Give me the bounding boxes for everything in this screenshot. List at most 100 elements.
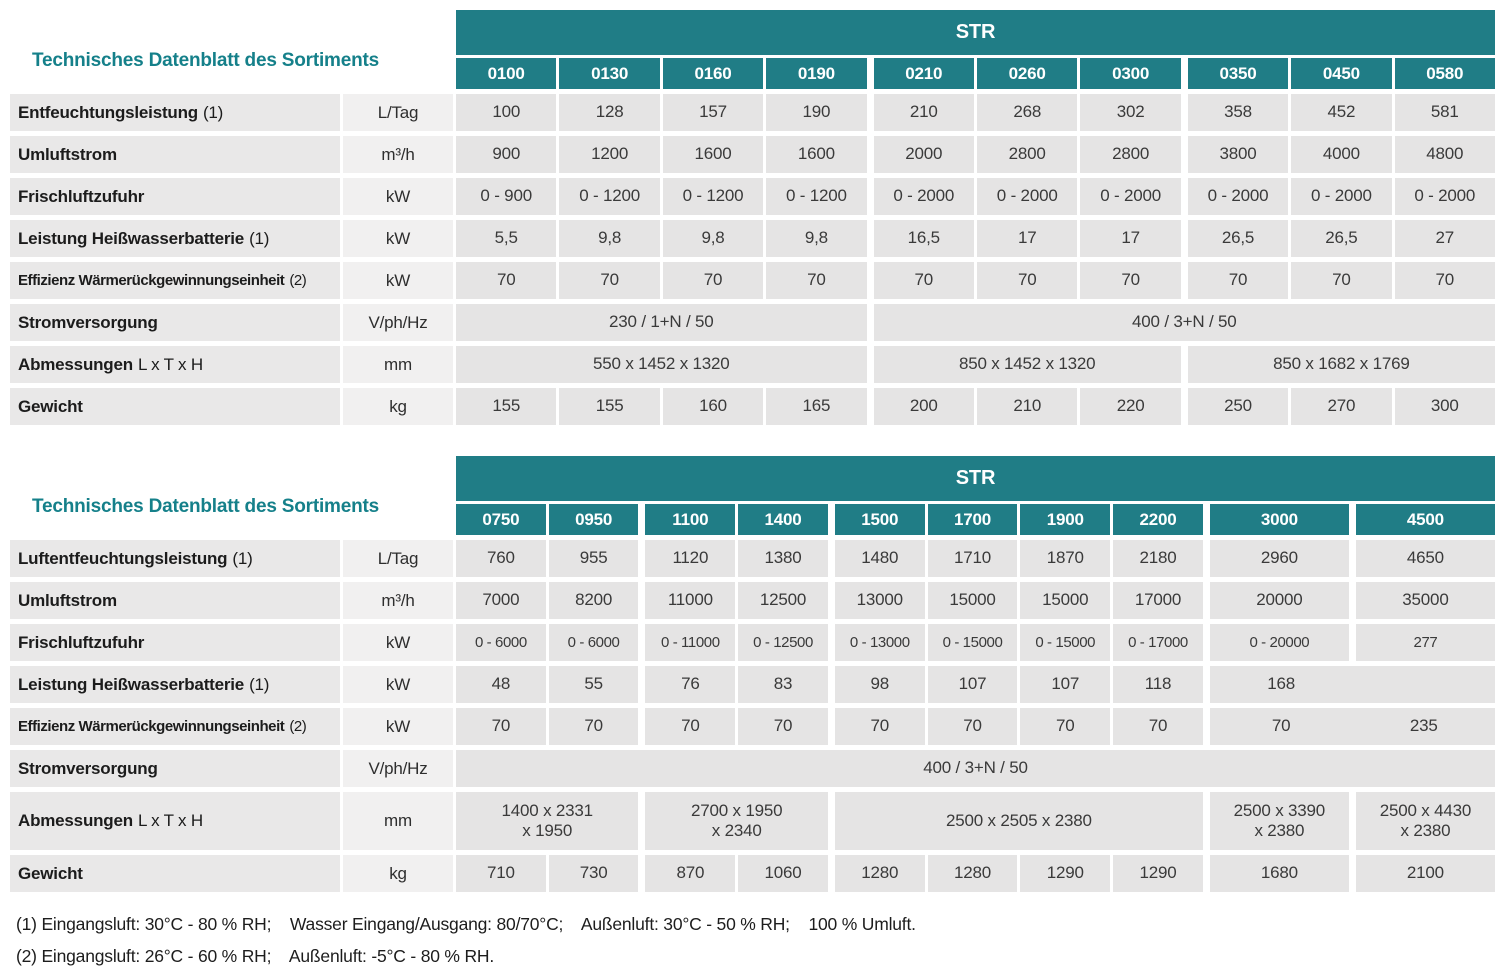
value-cell: 70: [1113, 708, 1203, 745]
model-column-header: 3000: [1209, 504, 1349, 535]
value-cell: 70: [766, 262, 867, 299]
unit-cell: kW: [343, 262, 453, 299]
value-cell: 26,5: [1187, 220, 1289, 257]
model-column-header: 0950: [548, 504, 639, 535]
value-cell: 1290: [1113, 855, 1203, 892]
value-cell: 70: [662, 262, 764, 299]
value-cell: 17000: [1113, 582, 1203, 619]
group-header-row: STR: [10, 456, 1495, 501]
value-cell: 2700 x 1950 x 2340: [645, 792, 828, 850]
value-cell: 955: [548, 540, 639, 577]
value-cell: 7000: [456, 582, 546, 619]
value-cell: 83: [738, 666, 828, 703]
value-cell: 1280: [927, 855, 1018, 892]
unit-cell: kW: [343, 624, 453, 661]
value-cell: 230 / 1+N / 50: [456, 304, 867, 341]
value-cell: 15000: [1020, 582, 1111, 619]
value-cell: 70: [559, 262, 660, 299]
value-cell: 107: [927, 666, 1018, 703]
model-column-header: 0350: [1187, 58, 1289, 89]
value-cell: 1600: [766, 136, 867, 173]
value-cell: 710: [456, 855, 546, 892]
value-cell: 70: [834, 708, 925, 745]
value-cell: 2960: [1209, 540, 1349, 577]
value-cell: 70: [456, 708, 546, 745]
value-cell: 1120: [645, 540, 736, 577]
section-title: Technisches Datenblatt des Sortiments: [32, 496, 380, 517]
model-column-header: 2200: [1113, 504, 1203, 535]
value-cell: 1400 x 2331 x 1950: [456, 792, 639, 850]
value-cell: 4000: [1291, 136, 1392, 173]
value-cell: 20000: [1209, 582, 1349, 619]
value-cell: 760: [456, 540, 546, 577]
model-column-header: 1100: [645, 504, 736, 535]
unit-cell: kW: [343, 666, 453, 703]
value-cell: 155: [456, 388, 557, 425]
value-cell: 0 - 2000: [1187, 178, 1289, 215]
value-cell: 70: [1187, 262, 1289, 299]
value-cell: 0 - 13000: [834, 624, 925, 661]
model-column-header: 4500: [1355, 504, 1495, 535]
value-cell: 2100: [1355, 855, 1495, 892]
row-label: Frischluftzufuhr: [10, 178, 340, 215]
value-cell: 13000: [834, 582, 925, 619]
value-cell: 0 - 1200: [662, 178, 764, 215]
unit-cell: V/ph/Hz: [343, 750, 453, 787]
unit-cell: kg: [343, 388, 453, 425]
model-column-header: 1900: [1020, 504, 1111, 535]
value-cell: 0 - 15000: [927, 624, 1018, 661]
value-cell: 0 - 12500: [738, 624, 828, 661]
unit-cell: kg: [343, 855, 453, 892]
table-body: Entfeuchtungsleistung (1) L/Tag 100 128 157 19…: [10, 94, 1495, 425]
value-cell: 1280: [834, 855, 925, 892]
row-label: Umluftstrom: [10, 582, 340, 619]
value-cell: 2500 x 4430 x 2380: [1355, 792, 1495, 850]
value-cell: 0 - 17000: [1113, 624, 1203, 661]
table-row: Frischluftzufuhr kW 0 - 6000 0 - 6000 0 - 11…: [10, 624, 1495, 661]
value-cell: 17: [1080, 220, 1181, 257]
model-column-header: 1500: [834, 504, 925, 535]
table-row: Stromversorgung V/ph/Hz 400 / 3+N / 50: [10, 750, 1495, 787]
value-cell: 1060: [738, 855, 828, 892]
value-cell: 550 x 1452 x 1320: [456, 346, 867, 383]
table-row: Umluftstrom m³/h 900 1200 1600 1600 2000 2800 28…: [10, 136, 1495, 173]
value-cell: 12500: [738, 582, 828, 619]
value-cell: 35000: [1355, 582, 1495, 619]
value-cell: 870: [645, 855, 736, 892]
value-cell: 900: [456, 136, 557, 173]
value-cell: 157: [662, 94, 764, 131]
value-cell: 1710: [927, 540, 1018, 577]
unit-cell: mm: [343, 792, 453, 850]
value-cell: 70 235: [1209, 708, 1495, 745]
model-column-header: 1400: [738, 504, 828, 535]
value-cell: 26,5: [1291, 220, 1392, 257]
model-header-row: 0750 0950 1100 1400 1500 1700 1900 2200 3000 4500: [10, 504, 1495, 535]
table-row: Entfeuchtungsleistung (1) L/Tag 100 128 157 19…: [10, 94, 1495, 131]
table-row: Effizienz Wärmerückgewinnungseinheit (2) k…: [10, 708, 1495, 745]
value-cell: 55: [548, 666, 639, 703]
value-cell: 2180: [1113, 540, 1203, 577]
value-cell: 76: [645, 666, 736, 703]
model-column-header: 0210: [873, 58, 974, 89]
value-cell: 107: [1020, 666, 1111, 703]
value-cell: 1480: [834, 540, 925, 577]
value-cell: 0 - 11000: [645, 624, 736, 661]
value-cell: 2800: [977, 136, 1078, 173]
value-cell: 0 - 2000: [1080, 178, 1181, 215]
unit-cell: m³/h: [343, 582, 453, 619]
value-cell: 70: [1394, 262, 1495, 299]
value-cell: 1680: [1209, 855, 1349, 892]
value-cell-half: 235: [1409, 716, 1438, 736]
value-cell: 4650: [1355, 540, 1495, 577]
value-cell: 16,5: [873, 220, 974, 257]
value-cell: 0 - 6000: [548, 624, 639, 661]
row-label: Leistung Heißwasserbatterie (1): [10, 220, 340, 257]
table-row: Leistung Heißwasserbatterie (1) kW 48 55 76 83…: [10, 666, 1495, 703]
value-cell: 0 - 900: [456, 178, 557, 215]
table-row: Effizienz Wärmerückgewinnungseinheit (2) k…: [10, 262, 1495, 299]
series-name: STR: [456, 456, 1495, 501]
value-cell: 165: [766, 388, 867, 425]
row-label: Gewicht: [10, 388, 340, 425]
value-cell: 1200: [559, 136, 660, 173]
value-cell: 0 - 20000: [1209, 624, 1349, 661]
